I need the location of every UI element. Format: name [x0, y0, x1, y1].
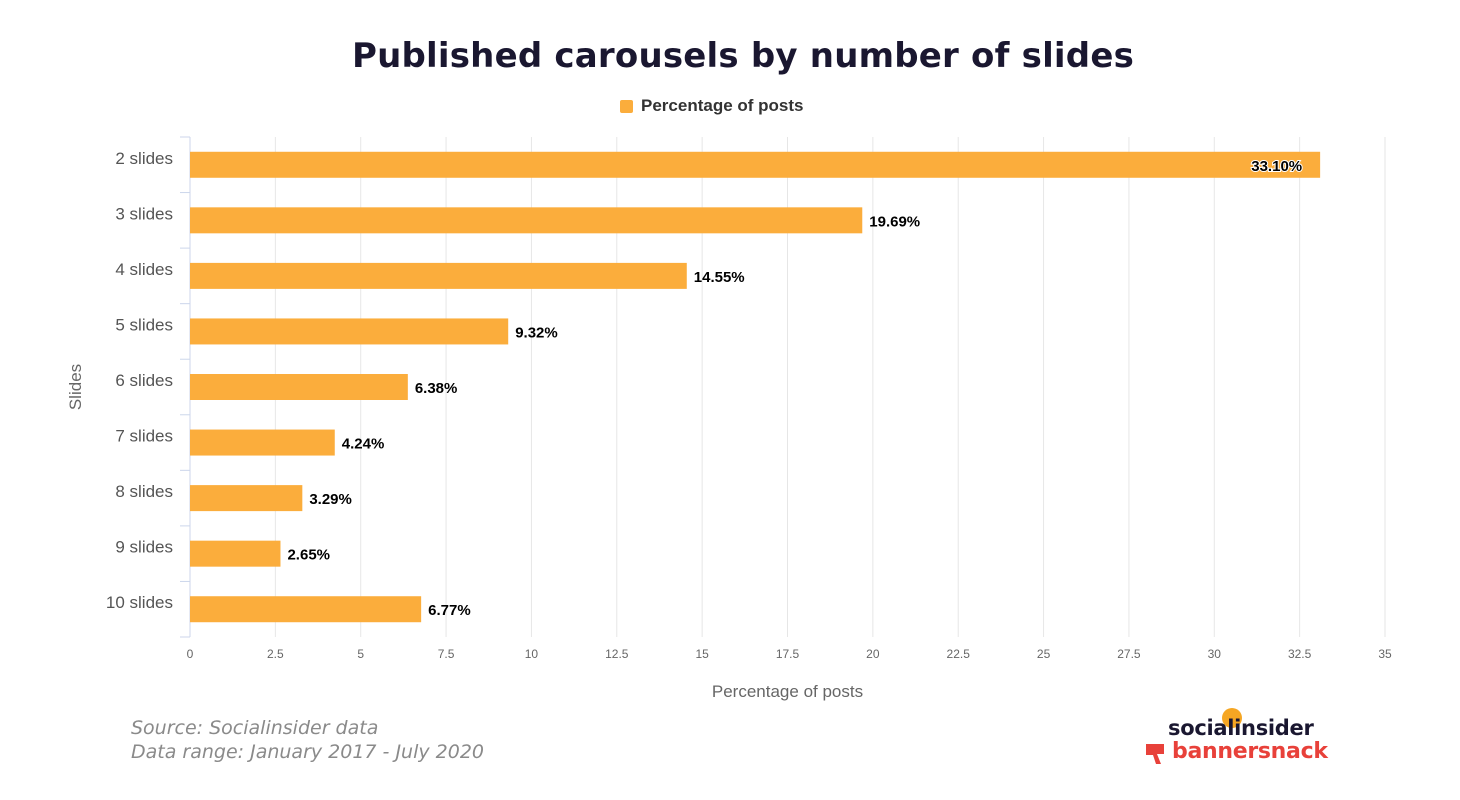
- x-tick-label: 0: [187, 647, 194, 661]
- bannersnack-logo: bannersnack: [1172, 739, 1328, 764]
- legend[interactable]: Percentage of posts: [620, 96, 804, 116]
- x-tick-label: 5: [357, 647, 364, 661]
- bar: [190, 262, 687, 289]
- category-label: 4 slides: [115, 260, 173, 279]
- x-tick-label: 7.5: [438, 647, 455, 661]
- bar: [190, 318, 509, 345]
- data-label: 6.77%: [428, 602, 471, 619]
- data-label: 6.38%: [415, 380, 458, 397]
- date-range-note: Data range: January 2017 - July 2020: [131, 741, 485, 763]
- bar: [190, 596, 422, 623]
- category-label: 8 slides: [115, 482, 173, 501]
- bar: [190, 207, 863, 234]
- bar: [190, 540, 281, 567]
- x-tick-label: 10: [525, 647, 539, 661]
- data-label: 3.29%: [309, 491, 352, 508]
- x-tick-label: 35: [1378, 647, 1392, 661]
- bar: [190, 374, 408, 400]
- bar: [190, 485, 303, 512]
- category-label: 5 slides: [115, 315, 173, 334]
- category-label: 2 slides: [115, 149, 173, 168]
- category-label: 7 slides: [115, 427, 173, 446]
- data-label: 19.69%: [869, 213, 920, 230]
- legend-label: Percentage of posts: [641, 96, 804, 115]
- category-label: 6 slides: [115, 371, 173, 390]
- x-tick-label: 32.5: [1288, 647, 1312, 661]
- x-tick-label: 12.5: [605, 647, 629, 661]
- bannersnack-icon: [1146, 744, 1164, 764]
- category-label: 10 slides: [106, 593, 173, 612]
- data-label: 33.10%: [1251, 158, 1302, 175]
- x-tick-label: 2.5: [267, 647, 284, 661]
- x-axis-title: Percentage of posts: [712, 682, 863, 701]
- bar: [190, 429, 335, 456]
- source-note: Source: Socialinsider data: [131, 717, 379, 739]
- data-label: 4.24%: [342, 436, 385, 453]
- x-tick-label: 30: [1208, 647, 1222, 661]
- socialinsider-logo-dot: [1222, 708, 1242, 728]
- bar: [190, 151, 1321, 178]
- chart-title: Published carousels by number of slides: [351, 36, 1135, 76]
- data-label: 9.32%: [515, 324, 558, 341]
- x-tick-label: 27.5: [1117, 647, 1141, 661]
- category-label: 3 slides: [115, 204, 173, 223]
- category-label: 9 slides: [115, 538, 173, 557]
- legend-swatch: [620, 99, 633, 113]
- x-tick-label: 22.5: [947, 647, 971, 661]
- x-tick-label: 25: [1037, 647, 1051, 661]
- data-label: 14.55%: [694, 269, 745, 286]
- y-axis-title: Slides: [66, 364, 85, 410]
- x-tick-label: 17.5: [776, 647, 800, 661]
- x-tick-label: 20: [866, 647, 880, 661]
- x-tick-label: 15: [695, 647, 709, 661]
- socialinsider-logo: socialinsider: [1168, 716, 1314, 740]
- data-label: 2.65%: [287, 547, 330, 564]
